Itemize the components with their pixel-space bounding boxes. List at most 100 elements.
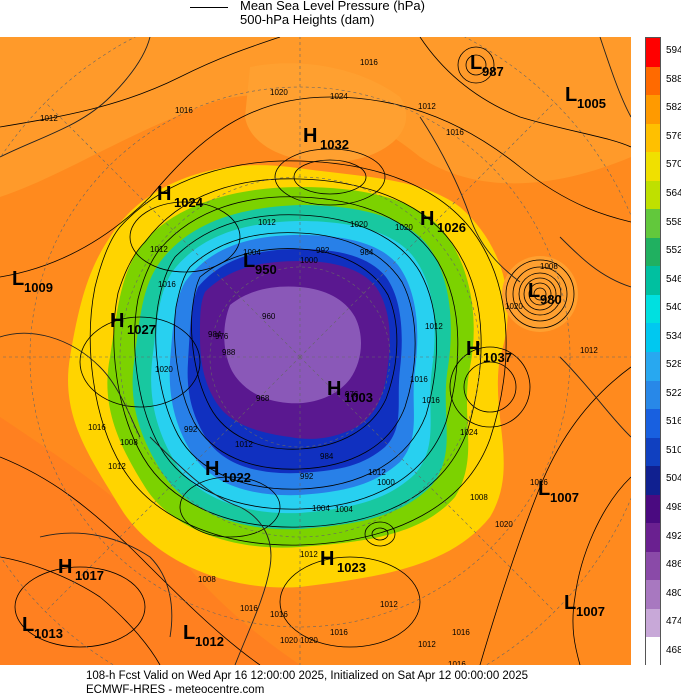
colorbar-tick-label: 528 bbox=[666, 359, 681, 371]
pressure-value-label: 1023 bbox=[337, 560, 366, 575]
isobar-value-label: 976 bbox=[215, 332, 229, 341]
high-pressure-marker: H bbox=[303, 125, 317, 147]
pressure-value-label: 1024 bbox=[174, 195, 204, 210]
isobar-value-label: 1004 bbox=[312, 504, 330, 513]
isobar-value-label: 1008 bbox=[540, 262, 558, 271]
high-pressure-marker: H bbox=[466, 338, 480, 360]
isobar-value-label: 1020 bbox=[505, 302, 523, 311]
height-field-patch-north bbox=[245, 63, 407, 163]
colorbar-segment bbox=[646, 38, 660, 68]
pressure-value-label: 987 bbox=[482, 64, 504, 79]
lat-lon-grid bbox=[0, 37, 631, 665]
isobar-value-label: 1008 bbox=[120, 438, 138, 447]
isobar-value-label: 1020 bbox=[395, 223, 413, 232]
isobar-value-label: 1020 bbox=[495, 520, 513, 529]
isobar-value-label: 988 bbox=[222, 348, 236, 357]
colorbar-tick-label: 498 bbox=[666, 502, 681, 513]
isobar-value-label: 1012 bbox=[425, 322, 443, 331]
isobar-value-label: 1020 bbox=[270, 88, 288, 97]
low-pressure-marker: L bbox=[538, 478, 550, 500]
isobar-value-label: 1012 bbox=[418, 640, 436, 649]
colorbar-tick-label: 570 bbox=[666, 159, 681, 171]
colorbar-tick-label: 564 bbox=[666, 188, 681, 199]
pressure-value-label: 980 bbox=[540, 292, 562, 307]
isobar-value-label: 1016 bbox=[530, 478, 548, 487]
isobar-value-label: 1004 bbox=[243, 248, 261, 257]
isobar-value-label: 1020 bbox=[155, 365, 173, 374]
colorbar-tick-label: 534 bbox=[666, 330, 681, 342]
colorbar-segment bbox=[646, 95, 660, 125]
coastlines bbox=[0, 37, 631, 665]
colorbar-segment bbox=[646, 294, 660, 324]
high-pressure-marker: H bbox=[327, 378, 341, 400]
height-field-band-north bbox=[0, 37, 631, 197]
colorbar-segment bbox=[646, 123, 660, 153]
colorbar-tick-label: 588 bbox=[666, 73, 681, 85]
pressure-value-label: 1009 bbox=[24, 280, 53, 295]
colorbar-tick-label: 468 bbox=[666, 644, 681, 656]
isobar-value-label: 968 bbox=[256, 394, 270, 403]
isobar-value-label: 1016 bbox=[175, 106, 193, 115]
low-pressure-marker: L bbox=[243, 250, 255, 272]
colorbar-segment bbox=[646, 437, 660, 467]
colorbar-segment bbox=[646, 352, 660, 382]
isobar-value-label: 1012 bbox=[258, 218, 276, 227]
isobar-value-label: 1016 bbox=[158, 280, 176, 289]
colorbar-tick-label: 582 bbox=[666, 102, 681, 114]
isobar-value-label: 1016 bbox=[360, 58, 378, 67]
forecast-map: 1016 1024 1020 1016 1012 1012 1016 1020 1008 1012… bbox=[0, 37, 631, 665]
isobar-value-label: 1000 bbox=[377, 478, 395, 487]
colorbar-segment bbox=[646, 608, 660, 638]
colorbar-tick-label: 546 bbox=[666, 273, 681, 285]
isobar-value-label: 1012 bbox=[235, 440, 253, 449]
colorbar-segment bbox=[646, 180, 660, 210]
isobar-value-label: 1016 bbox=[330, 628, 348, 637]
isobar-value-label: 984 bbox=[360, 248, 374, 257]
colorbar-segment bbox=[646, 494, 660, 524]
isobar-value-label: 1008 bbox=[470, 493, 488, 502]
colorbar-segment bbox=[646, 409, 660, 439]
isobar-value-label: 1016 bbox=[422, 396, 440, 405]
pressure-value-label: 1037 bbox=[483, 350, 512, 365]
isobar-value-label: 960 bbox=[262, 312, 276, 321]
isobar-value-label: 1012 bbox=[580, 346, 598, 355]
colorbar-segment bbox=[646, 551, 660, 581]
isobar-value-label: 1012 bbox=[150, 245, 168, 254]
contour-labels: 1016 1024 1020 1016 1012 1012 1016 1020 1008 1012… bbox=[40, 58, 598, 665]
colorbar-tick-label: 594 bbox=[666, 45, 681, 57]
isobar-value-label: 976 bbox=[345, 390, 359, 399]
legend-line-swatch bbox=[190, 7, 228, 8]
isobar-value-label: 1024 bbox=[330, 92, 348, 101]
isobar-value-label: 1024 bbox=[460, 428, 478, 437]
legend-mslp-label: Mean Sea Level Pressure (hPa) bbox=[240, 0, 425, 13]
isobar-value-label: 1016 bbox=[88, 423, 106, 432]
colorbar-segment bbox=[646, 580, 660, 610]
isobar-value-label: 1016 bbox=[448, 660, 466, 665]
isobar-value-label: 1020 bbox=[350, 220, 368, 229]
isobar-value-label: 1016 bbox=[270, 610, 288, 619]
isobar-value-label: 992 bbox=[300, 472, 314, 481]
low-pressure-marker: L bbox=[564, 592, 576, 614]
colorbar-tick-label: 486 bbox=[666, 559, 681, 571]
isobar-value-label: 1016 bbox=[446, 128, 464, 137]
colorbar-tick-label: 510 bbox=[666, 444, 681, 456]
isobar-value-label: 1016 bbox=[240, 604, 258, 613]
low-pressure-marker: L bbox=[470, 52, 482, 74]
pressure-value-label: 1005 bbox=[577, 96, 606, 111]
legend-heights-label: 500-hPa Heights (dam) bbox=[240, 12, 375, 27]
isobar-value-label: 992 bbox=[316, 246, 330, 255]
colorbar-tick-label: 504 bbox=[666, 473, 681, 485]
isobar-value-label: 1020 bbox=[300, 636, 318, 645]
colorbar-segment bbox=[646, 637, 660, 667]
colorbar-tick-label: 540 bbox=[666, 302, 681, 314]
isobar-contours bbox=[0, 37, 631, 665]
colorbar-segment bbox=[646, 523, 660, 553]
isobar-value-label: 1012 bbox=[380, 600, 398, 609]
pressure-value-label: 1022 bbox=[222, 470, 251, 485]
colorbar-segment bbox=[646, 323, 660, 353]
isobar-value-label: 992 bbox=[184, 425, 198, 434]
model-source-credit: ECMWF-HRES - meteocentre.com bbox=[86, 684, 265, 696]
forecast-valid-time: 108-h Fcst Valid on Wed Apr 16 12:00:00 … bbox=[86, 670, 528, 682]
low-pressure-marker: L bbox=[565, 84, 577, 106]
